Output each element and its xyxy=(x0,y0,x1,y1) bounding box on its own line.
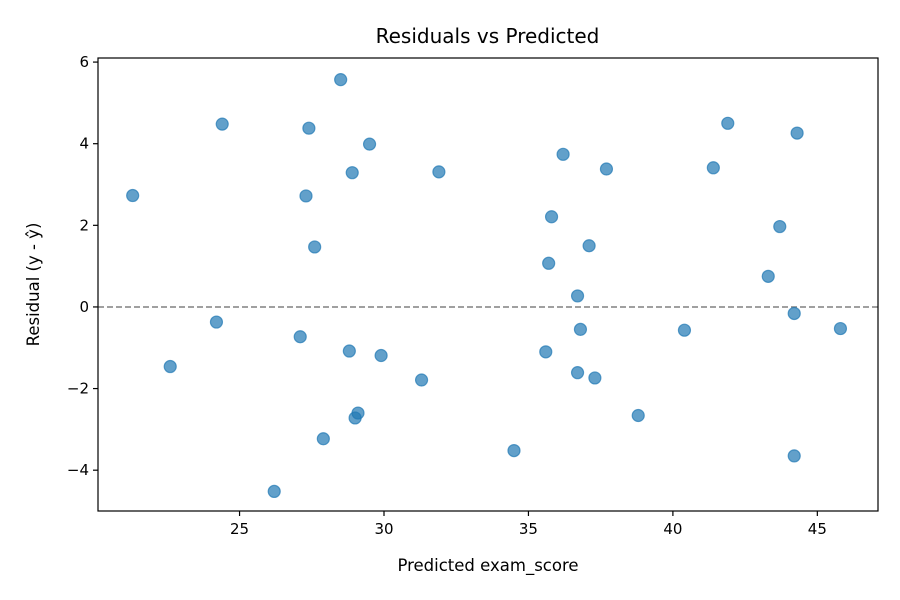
scatter-point-7 xyxy=(302,121,316,135)
scatter-point-29 xyxy=(599,162,614,176)
axes-frame xyxy=(97,57,879,512)
x-axis: 25 30 35 40 45 xyxy=(230,511,827,538)
scatter-point-30 xyxy=(631,408,645,423)
scatter-point-22 xyxy=(544,210,559,224)
scatter-point-17 xyxy=(414,373,429,387)
chart-title: Residuals vs Predicted xyxy=(376,24,600,48)
scatter-point-6 xyxy=(299,189,313,203)
scatter-point-18 xyxy=(432,165,446,179)
scatter-point-20 xyxy=(539,345,553,359)
scatter-point-14 xyxy=(351,406,365,420)
x-tick-label: 40 xyxy=(663,520,682,538)
scatter-point-12 xyxy=(345,166,359,180)
scatter-point-15 xyxy=(362,137,377,151)
scatter-point-35 xyxy=(773,219,787,234)
scatter-point-25 xyxy=(570,366,585,380)
scatter-point-24 xyxy=(570,289,585,303)
scatter-point-37 xyxy=(787,449,801,463)
scatter-point-16 xyxy=(374,348,388,363)
scatter-point-21 xyxy=(542,256,556,270)
y-tick-label: −4 xyxy=(67,461,89,479)
scatter-point-11 xyxy=(342,344,356,358)
scatter-point-28 xyxy=(588,371,602,385)
scatter-point-33 xyxy=(721,116,735,130)
scatter-point-3 xyxy=(215,117,229,131)
scatter-point-2 xyxy=(209,315,224,329)
y-tick-label: 6 xyxy=(79,53,89,71)
scatter-point-1 xyxy=(163,359,177,374)
scatter-point-0 xyxy=(126,188,140,203)
scatter-point-38 xyxy=(790,126,804,140)
scatter-point-19 xyxy=(507,444,521,458)
plot-area xyxy=(98,73,878,499)
scatter-point-34 xyxy=(761,269,775,283)
y-tick-label: 0 xyxy=(79,298,89,316)
y-axis: −4 −2 0 2 4 6 xyxy=(67,53,98,479)
scatter-point-5 xyxy=(293,330,307,344)
x-tick-label: 25 xyxy=(230,520,249,538)
x-axis-label: Predicted exam_score xyxy=(397,556,578,576)
scatter-point-27 xyxy=(582,239,596,253)
x-tick-label: 35 xyxy=(519,520,538,538)
scatter-point-10 xyxy=(334,73,348,87)
scatter-point-31 xyxy=(677,323,692,337)
scatter-point-36 xyxy=(787,306,801,321)
scatter-point-9 xyxy=(316,432,330,446)
scatter-point-4 xyxy=(267,484,281,499)
y-axis-label: Residual (y - ŷ) xyxy=(24,223,43,347)
x-tick-label: 45 xyxy=(808,520,827,538)
x-tick-label: 30 xyxy=(374,520,393,538)
scatter-point-23 xyxy=(556,147,570,161)
scatter-point-8 xyxy=(308,240,322,254)
scatter-point-39 xyxy=(833,321,848,336)
y-tick-label: 4 xyxy=(79,135,89,153)
scatter-point-26 xyxy=(573,322,588,336)
y-tick-label: −2 xyxy=(67,380,89,398)
scatter-point-32 xyxy=(706,161,720,175)
y-tick-label: 2 xyxy=(79,216,89,234)
